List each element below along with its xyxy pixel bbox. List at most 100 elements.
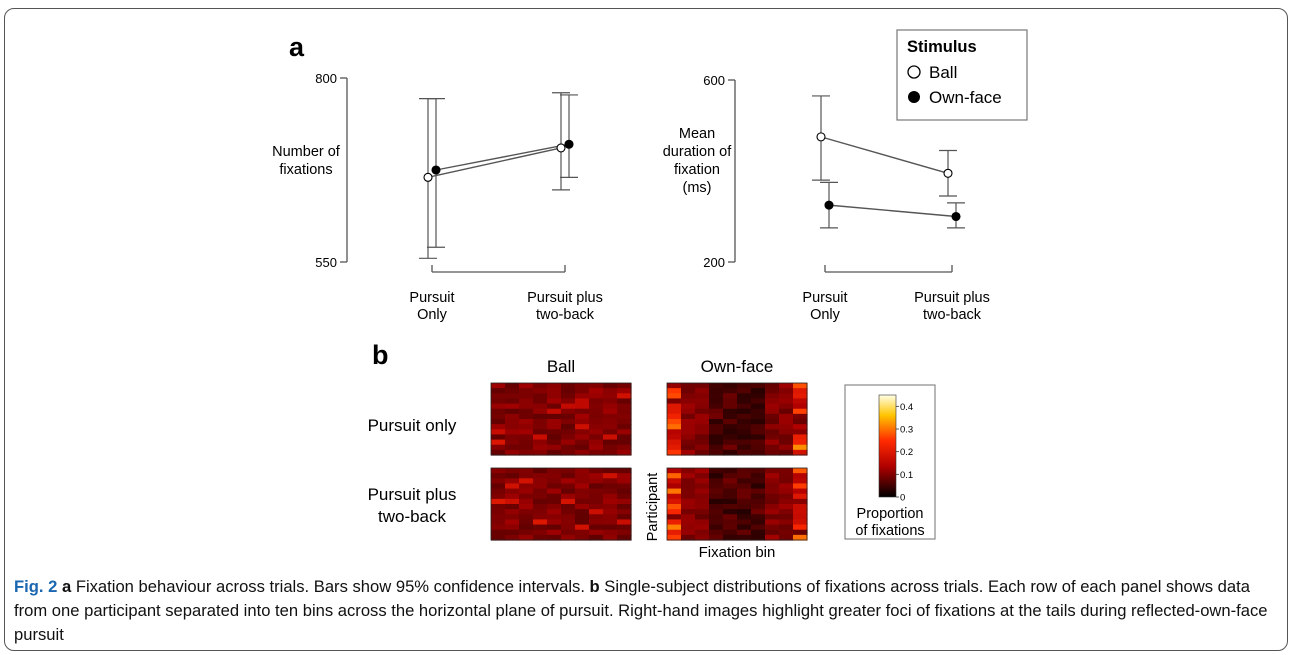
heatmap-cell bbox=[681, 493, 696, 500]
heatmap-cell bbox=[575, 468, 590, 474]
heatmap-cell bbox=[779, 408, 794, 415]
heatmap-cell bbox=[547, 408, 562, 415]
heatmap-cell bbox=[723, 424, 738, 430]
heatmap-cell bbox=[589, 509, 604, 515]
heatmap-cell bbox=[681, 514, 696, 521]
heatmap-cell bbox=[617, 408, 632, 415]
heatmap-cell bbox=[589, 473, 604, 479]
heatmap-cell bbox=[779, 388, 794, 394]
heatmap-cell bbox=[737, 524, 752, 531]
heatmap-cell bbox=[519, 408, 534, 415]
heatmap-cell bbox=[709, 434, 724, 441]
heatmap-cell bbox=[751, 413, 766, 420]
heatmap-cell bbox=[681, 504, 696, 510]
heatmap-cell bbox=[779, 449, 794, 456]
heatmap-cell bbox=[617, 509, 632, 515]
heatmap-cell bbox=[737, 529, 752, 536]
heatmap-cell bbox=[751, 468, 766, 474]
heatmap-cell bbox=[547, 504, 562, 510]
heatmap-cell bbox=[617, 398, 632, 405]
heatmap-cell bbox=[667, 478, 682, 485]
heatmap-cell bbox=[793, 408, 808, 415]
heatmap-cell bbox=[695, 488, 710, 495]
heatmap-cell bbox=[723, 478, 738, 485]
heatmap-cell bbox=[505, 498, 520, 505]
heatmap-cell bbox=[603, 449, 618, 456]
heatmap-cell bbox=[491, 393, 506, 400]
heatmap-cell bbox=[751, 424, 766, 430]
heatmap-cell bbox=[505, 534, 520, 541]
heatmap-cell bbox=[561, 444, 576, 451]
heatmap-cell bbox=[751, 403, 766, 410]
heatmap-cell bbox=[533, 498, 548, 505]
heatmap-cell bbox=[547, 403, 562, 410]
x-tick-label: two-back bbox=[923, 307, 982, 323]
heatmap-cell bbox=[793, 398, 808, 405]
heatmap-cell bbox=[765, 483, 780, 490]
heatmap-cell bbox=[547, 488, 562, 495]
heatmap-cell bbox=[765, 488, 780, 495]
heatmap-cell bbox=[709, 468, 724, 474]
heatmap-cell bbox=[751, 529, 766, 536]
heatmap-cell bbox=[765, 434, 780, 441]
heatmap-cell bbox=[533, 529, 548, 536]
heatmap-cell bbox=[723, 398, 738, 405]
heatmap-cell bbox=[793, 498, 808, 505]
heatmap-cell bbox=[709, 478, 724, 485]
legend-open-circle-icon bbox=[907, 65, 921, 79]
heatmap-cell bbox=[737, 408, 752, 415]
heatmap-cell bbox=[575, 408, 590, 415]
x-tick-label: two-back bbox=[536, 307, 595, 323]
heatmap-cell bbox=[561, 478, 576, 485]
heatmap-cell bbox=[533, 383, 548, 389]
heatmap-cell bbox=[575, 413, 590, 420]
heatmap-cell bbox=[793, 493, 808, 500]
heatmap-cell bbox=[547, 524, 562, 531]
heatmap-cell bbox=[575, 473, 590, 479]
heatmap-cell bbox=[519, 534, 534, 541]
heatmap-cell bbox=[533, 439, 548, 446]
heatmap-cell bbox=[793, 473, 808, 479]
heatmap-cell bbox=[603, 403, 618, 410]
heatmap-cell bbox=[617, 524, 632, 531]
heatmap-cell bbox=[723, 419, 738, 425]
x-tick-label: Pursuit bbox=[409, 290, 454, 306]
heatmap-cell bbox=[547, 509, 562, 515]
heatmap-border bbox=[666, 467, 808, 541]
heatmap-cell bbox=[505, 478, 520, 485]
heatmap-cell bbox=[779, 413, 794, 420]
heatmap-cell bbox=[547, 424, 562, 430]
heatmap-cell bbox=[695, 504, 710, 510]
heatmap-cell bbox=[603, 439, 618, 446]
heatmap-cell bbox=[681, 468, 696, 474]
heatmap-cell bbox=[519, 529, 534, 536]
heatmap-cell bbox=[505, 403, 520, 410]
heatmap-cell bbox=[617, 444, 632, 451]
heatmap-cell bbox=[765, 493, 780, 500]
heatmap-cell bbox=[737, 383, 752, 389]
heatmap-cell bbox=[737, 439, 752, 446]
heatmap-cell bbox=[723, 509, 738, 515]
heatmap-cell bbox=[547, 468, 562, 474]
heatmap-cell bbox=[779, 434, 794, 441]
heatmap-cell bbox=[491, 534, 506, 541]
heatmap-cell bbox=[709, 504, 724, 510]
heatmap-cell bbox=[695, 434, 710, 441]
heatmap-cell bbox=[779, 473, 794, 479]
heatmap-cell bbox=[667, 408, 682, 415]
heatmap-cell bbox=[617, 514, 632, 521]
heatmap-cell bbox=[603, 419, 618, 425]
heatmap-cell bbox=[667, 493, 682, 500]
heatmap-cell bbox=[793, 509, 808, 515]
heatmap-cell bbox=[793, 434, 808, 441]
heatmap-cell bbox=[533, 493, 548, 500]
heatmap-cell bbox=[491, 493, 506, 500]
heatmap-cell bbox=[751, 504, 766, 510]
heatmap-cell bbox=[667, 519, 682, 526]
heatmap-cell bbox=[575, 509, 590, 515]
y-axis-label: fixation bbox=[674, 162, 720, 178]
heatmap-cell bbox=[561, 419, 576, 425]
heatmap-cell bbox=[695, 419, 710, 425]
heatmap-cell bbox=[667, 403, 682, 410]
heatmap-cell bbox=[751, 449, 766, 456]
